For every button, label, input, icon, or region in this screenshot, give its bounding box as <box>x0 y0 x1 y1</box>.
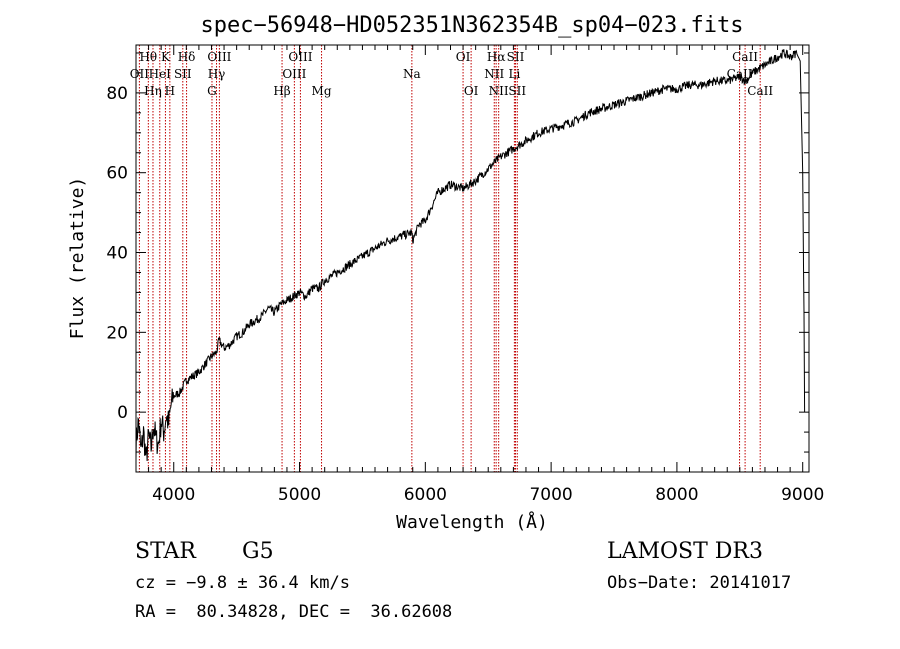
x-tick-label: 6000 <box>404 485 447 505</box>
line-marker-label: G <box>207 84 217 98</box>
x-tick-label: 7000 <box>529 485 572 505</box>
y-tick-label: 0 <box>117 403 128 423</box>
line-marker-label: CaII <box>747 84 773 98</box>
line-marker-label: Hγ <box>208 67 226 81</box>
observation-date: Obs−Date: 20141017 <box>607 573 792 593</box>
y-tick-label: 60 <box>106 164 128 184</box>
line-marker-label: Hα <box>487 50 506 64</box>
line-marker-label: OI <box>464 84 479 98</box>
chart-title: spec−56948−HD052351N362354B_sp04−023.fit… <box>200 13 743 38</box>
line-marker-label: Na <box>403 67 421 81</box>
line-marker-label: Hδ <box>178 50 196 64</box>
x-tick-label: 9000 <box>781 485 824 505</box>
line-marker-label: Hβ <box>273 84 290 98</box>
line-marker-label: OI <box>456 50 471 64</box>
object-class: STAR <box>135 539 196 564</box>
x-axis-label: Wavelength (Å) <box>396 511 548 533</box>
line-marker-label-group: Hθ OII Hη K HeI H Hδ SII OIII Hγ G Hβ OIII OIII Mg Na OI… <box>130 50 774 98</box>
x-tick-label: 8000 <box>655 485 698 505</box>
line-marker-label: OII <box>130 67 150 81</box>
y-axis-label: Flux (relative) <box>67 177 88 340</box>
line-marker-label: K <box>161 50 171 64</box>
line-marker-label: SII <box>174 67 192 81</box>
spectrum-line <box>135 49 806 462</box>
line-marker-label: OIII <box>282 67 306 81</box>
line-marker-label: Hθ <box>139 50 157 64</box>
y-axis-ticks: 0 20 40 60 80 <box>106 52 809 473</box>
line-marker-label: Mg <box>312 84 332 98</box>
line-marker-label: HeI <box>149 67 172 81</box>
line-marker-label: Hη <box>144 84 162 98</box>
y-tick-label: 80 <box>106 84 128 104</box>
line-marker-label: Li <box>508 67 520 81</box>
survey-name: LAMOST DR3 <box>607 539 763 564</box>
coordinates: RA = 80.34828, DEC = 36.62608 <box>135 602 453 622</box>
x-axis-ticks: 4000 5000 6000 7000 8000 9000 <box>135 45 824 505</box>
line-marker-label: CaII <box>732 50 758 64</box>
x-tick-label: 5000 <box>278 485 321 505</box>
plot-frame <box>135 44 810 473</box>
line-marker-label: H <box>165 84 175 98</box>
line-marker-label: SII <box>507 50 525 64</box>
line-marker-label: NII <box>489 84 509 98</box>
x-tick-label: 4000 <box>152 485 195 505</box>
line-marker-label: SII <box>508 84 526 98</box>
y-tick-label: 40 <box>106 244 128 264</box>
redshift-velocity: cz = −9.8 ± 36.4 km/s <box>135 573 350 593</box>
line-marker-group <box>138 45 761 472</box>
y-tick-label: 20 <box>106 323 128 343</box>
line-marker-label: NII <box>484 67 504 81</box>
line-marker-label: OIII <box>288 50 312 64</box>
object-subclass: G5 <box>242 539 274 564</box>
line-marker-label: OIII <box>207 50 231 64</box>
